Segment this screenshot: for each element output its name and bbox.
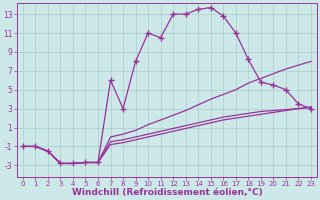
X-axis label: Windchill (Refroidissement éolien,°C): Windchill (Refroidissement éolien,°C) xyxy=(72,188,262,197)
